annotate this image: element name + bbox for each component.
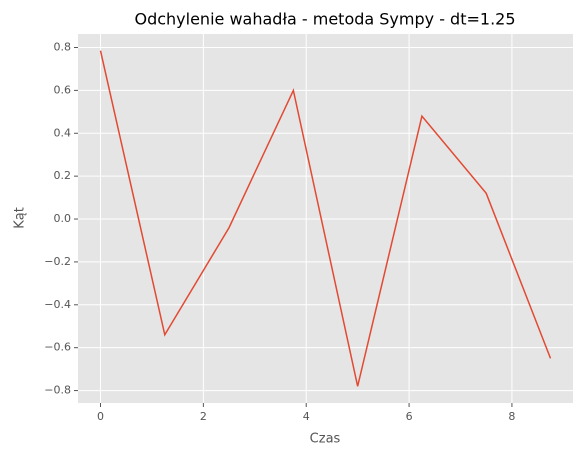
chart-title: Odchylenie wahadła - metoda Sympy - dt=1… [134, 10, 515, 29]
y-tick-label: 0.6 [54, 83, 72, 96]
y-tick-label: −0.8 [44, 384, 71, 397]
x-tick-label: 8 [508, 410, 515, 423]
plot-area [78, 34, 573, 403]
x-tick-label: 2 [200, 410, 207, 423]
y-tick-label: −0.2 [44, 255, 71, 268]
x-tick-label: 0 [97, 410, 104, 423]
x-axis-label: Czas [310, 432, 341, 447]
x-tick-label: 4 [303, 410, 310, 423]
y-tick-label: 0.2 [54, 169, 72, 182]
y-tick-label: 0.8 [54, 41, 72, 54]
y-axis-label: Kąt [13, 207, 28, 229]
y-tick-label: 0.4 [54, 126, 72, 139]
y-tick-label: −0.4 [44, 298, 71, 311]
x-tick-label: 6 [406, 410, 413, 423]
data-line [99, 50, 552, 387]
y-tick-label: −0.6 [44, 341, 71, 354]
y-tick-label: 0.0 [54, 212, 72, 225]
